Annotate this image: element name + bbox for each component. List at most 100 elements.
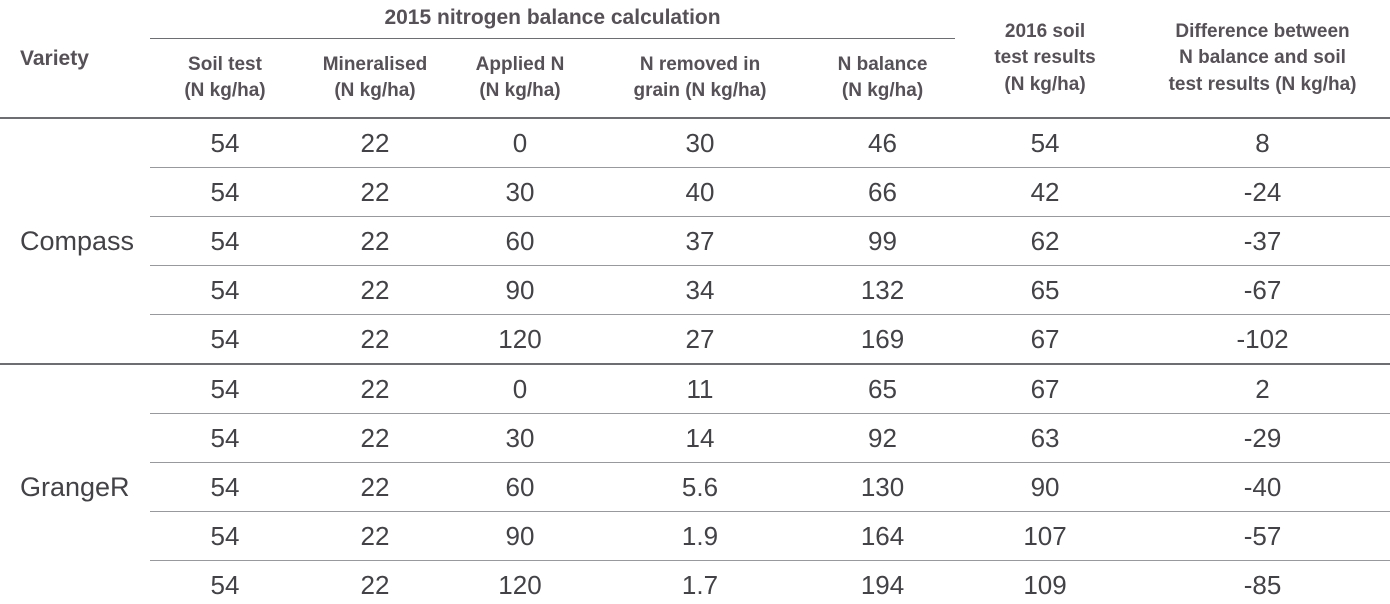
cell-applied-n: 120 bbox=[450, 314, 590, 365]
cell-soil-2016: 67 bbox=[955, 314, 1136, 365]
header-line: (N kg/ha) bbox=[1004, 73, 1086, 95]
header-line: (N kg/ha) bbox=[184, 79, 266, 101]
cell-applied-n: 30 bbox=[450, 167, 590, 217]
col-header-difference: Difference between N balance and soil te… bbox=[1135, 0, 1390, 119]
table-row: 54 22 90 1.9 164 107 -57 bbox=[0, 511, 1390, 561]
header-line: grain (N kg/ha) bbox=[633, 79, 767, 101]
header-line: N removed in bbox=[639, 53, 761, 75]
table-row: 54 22 30 40 66 42 -24 bbox=[0, 167, 1390, 217]
cell-n-balance: 130 bbox=[810, 462, 956, 512]
col-header-variety: Variety bbox=[0, 0, 150, 119]
cell-n-balance: 169 bbox=[810, 314, 956, 365]
cell-soil-test: 54 bbox=[150, 511, 300, 561]
table-header: Variety 2015 nitrogen balance calculatio… bbox=[0, 0, 1390, 119]
table-row: Compass 54 22 0 30 46 54 8 bbox=[0, 118, 1390, 365]
cell-soil-test: 54 bbox=[150, 314, 300, 365]
cell-applied-n: 60 bbox=[450, 216, 590, 266]
variety-label-granger: GrangeR bbox=[0, 364, 150, 604]
table-row: 54 22 30 14 92 63 -29 bbox=[0, 413, 1390, 463]
cell-n-balance: 164 bbox=[810, 511, 956, 561]
header-line: (N kg/ha) bbox=[334, 79, 416, 101]
col-header-mineralised: Mineralised (N kg/ha) bbox=[300, 38, 450, 119]
cell-difference: -24 bbox=[1135, 167, 1390, 217]
cell-difference: -85 bbox=[1135, 560, 1390, 604]
cell-mineralised: 22 bbox=[300, 167, 450, 217]
cell-soil-2016: 107 bbox=[955, 511, 1136, 561]
cell-mineralised: 22 bbox=[300, 560, 450, 604]
cell-soil-test: 54 bbox=[150, 216, 300, 266]
table-row: 54 22 120 27 169 67 -102 bbox=[0, 314, 1390, 365]
cell-n-removed: 1.9 bbox=[590, 511, 810, 561]
cell-soil-2016: 67 bbox=[955, 364, 1136, 414]
cell-applied-n: 30 bbox=[450, 413, 590, 463]
cell-difference: -29 bbox=[1135, 413, 1390, 463]
cell-soil-2016: 90 bbox=[955, 462, 1136, 512]
cell-n-removed: 30 bbox=[590, 118, 810, 168]
cell-difference: -67 bbox=[1135, 265, 1390, 315]
cell-n-removed: 34 bbox=[590, 265, 810, 315]
header-line: (N kg/ha) bbox=[479, 79, 561, 101]
cell-n-balance: 46 bbox=[810, 118, 956, 168]
cell-soil-2016: 54 bbox=[955, 118, 1136, 168]
cell-mineralised: 22 bbox=[300, 216, 450, 266]
cell-n-removed: 27 bbox=[590, 314, 810, 365]
col-header-soil-test: Soil test (N kg/ha) bbox=[150, 38, 300, 119]
col-header-applied-n: Applied N (N kg/ha) bbox=[450, 38, 590, 119]
cell-n-balance: 132 bbox=[810, 265, 956, 315]
cell-difference: 2 bbox=[1135, 364, 1390, 414]
header-line: Applied N bbox=[475, 53, 565, 75]
cell-soil-test: 54 bbox=[150, 560, 300, 604]
header-line: Difference between bbox=[1175, 21, 1350, 43]
table-row: 54 22 60 37 99 62 -37 bbox=[0, 216, 1390, 266]
cell-difference: -40 bbox=[1135, 462, 1390, 512]
cell-applied-n: 90 bbox=[450, 265, 590, 315]
header-sub-row: Soil test (N kg/ha) Mineralised (N kg/ha… bbox=[0, 38, 1390, 119]
header-line: N balance and soil bbox=[1179, 47, 1346, 69]
cell-n-balance: 92 bbox=[810, 413, 956, 463]
cell-n-balance: 66 bbox=[810, 167, 956, 217]
cell-difference: 8 bbox=[1135, 118, 1390, 168]
header-line: 2016 soil bbox=[1004, 21, 1086, 43]
cell-mineralised: 22 bbox=[300, 511, 450, 561]
cell-soil-2016: 42 bbox=[955, 167, 1136, 217]
cell-n-balance: 99 bbox=[810, 216, 956, 266]
cell-difference: -37 bbox=[1135, 216, 1390, 266]
cell-soil-test: 54 bbox=[150, 364, 300, 414]
header-line: Mineralised bbox=[322, 53, 428, 75]
cell-n-balance: 194 bbox=[810, 560, 956, 604]
cell-n-removed: 11 bbox=[590, 364, 810, 414]
variety-label-compass: Compass bbox=[0, 118, 150, 365]
span-header-2015-nitrogen-balance: 2015 nitrogen balance calculation bbox=[150, 0, 956, 39]
cell-applied-n: 120 bbox=[450, 560, 590, 604]
table-row: 54 22 60 5.6 130 90 -40 bbox=[0, 462, 1390, 512]
cell-difference: -57 bbox=[1135, 511, 1390, 561]
cell-applied-n: 60 bbox=[450, 462, 590, 512]
cell-applied-n: 90 bbox=[450, 511, 590, 561]
cell-n-removed: 40 bbox=[590, 167, 810, 217]
cell-n-removed: 5.6 bbox=[590, 462, 810, 512]
cell-mineralised: 22 bbox=[300, 314, 450, 365]
header-line: test results bbox=[994, 47, 1096, 69]
cell-soil-test: 54 bbox=[150, 462, 300, 512]
cell-difference: -102 bbox=[1135, 314, 1390, 365]
cell-soil-2016: 63 bbox=[955, 413, 1136, 463]
col-header-n-removed: N removed in grain (N kg/ha) bbox=[590, 38, 810, 119]
cell-mineralised: 22 bbox=[300, 462, 450, 512]
header-line: test results (N kg/ha) bbox=[1168, 73, 1357, 95]
cell-soil-test: 54 bbox=[150, 118, 300, 168]
table-body: Compass 54 22 0 30 46 54 8 54 22 30 40 6… bbox=[0, 118, 1390, 604]
header-span-row: Variety 2015 nitrogen balance calculatio… bbox=[0, 0, 1390, 119]
cell-n-removed: 1.7 bbox=[590, 560, 810, 604]
cell-soil-2016: 109 bbox=[955, 560, 1136, 604]
cell-soil-test: 54 bbox=[150, 413, 300, 463]
cell-mineralised: 22 bbox=[300, 118, 450, 168]
cell-n-balance: 65 bbox=[810, 364, 956, 414]
col-header-2016-soil-test: 2016 soil test results (N kg/ha) bbox=[955, 0, 1136, 119]
header-line: N balance bbox=[837, 53, 928, 75]
cell-soil-2016: 62 bbox=[955, 216, 1136, 266]
cell-soil-test: 54 bbox=[150, 265, 300, 315]
header-line: Soil test bbox=[188, 53, 262, 75]
col-header-n-balance: N balance (N kg/ha) bbox=[810, 38, 956, 119]
